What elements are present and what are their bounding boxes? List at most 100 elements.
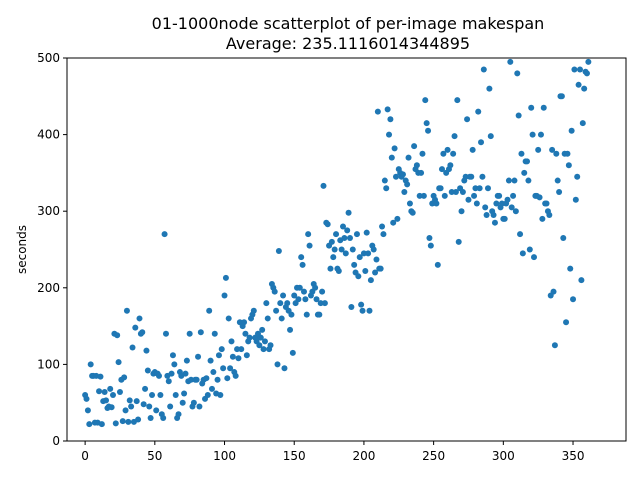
data-point-327 bbox=[537, 131, 544, 138]
data-point-329 bbox=[540, 104, 547, 111]
y-axis: 0 100 200 300 400 500 bbox=[37, 51, 67, 448]
data-point-279 bbox=[471, 192, 478, 199]
data-point-349 bbox=[568, 127, 575, 134]
data-point-192 bbox=[349, 246, 356, 253]
data-point-313 bbox=[518, 150, 525, 157]
data-point-30 bbox=[123, 307, 130, 314]
data-point-116 bbox=[243, 352, 250, 359]
data-point-121 bbox=[250, 307, 257, 314]
data-point-54 bbox=[157, 392, 164, 399]
data-point-101 bbox=[222, 274, 229, 281]
data-point-224 bbox=[394, 215, 401, 222]
data-point-149 bbox=[289, 349, 296, 356]
data-point-318 bbox=[525, 177, 532, 184]
data-point-48 bbox=[149, 392, 156, 399]
data-point-271 bbox=[459, 189, 466, 196]
data-point-153 bbox=[295, 296, 302, 303]
data-point-143 bbox=[281, 365, 288, 372]
data-point-353 bbox=[574, 173, 581, 180]
data-point-356 bbox=[578, 277, 585, 284]
data-point-233 bbox=[406, 200, 413, 207]
data-point-140 bbox=[277, 300, 284, 307]
data-point-262 bbox=[447, 162, 454, 169]
data-point-92 bbox=[210, 369, 217, 376]
data-point-295 bbox=[493, 200, 500, 207]
data-point-160 bbox=[305, 231, 312, 238]
data-point-304 bbox=[505, 177, 512, 184]
data-point-182 bbox=[335, 267, 342, 274]
data-point-99 bbox=[220, 365, 227, 372]
data-point-331 bbox=[543, 200, 550, 207]
data-point-139 bbox=[275, 248, 282, 255]
y-tick-label-4: 400 bbox=[37, 128, 60, 142]
data-point-286 bbox=[480, 66, 487, 73]
data-point-129 bbox=[261, 338, 268, 345]
data-point-127 bbox=[259, 326, 266, 333]
data-point-355 bbox=[577, 66, 583, 73]
data-point-10 bbox=[96, 388, 103, 395]
data-point-32 bbox=[126, 397, 133, 404]
x-tick-label-0: 0 bbox=[81, 449, 89, 463]
data-point-284 bbox=[478, 139, 485, 146]
data-point-97 bbox=[217, 392, 224, 399]
data-point-319 bbox=[526, 246, 533, 253]
plot-frame bbox=[66, 57, 627, 442]
data-point-238 bbox=[413, 162, 420, 169]
data-point-336 bbox=[550, 288, 557, 295]
data-point-306 bbox=[508, 204, 515, 211]
data-point-38 bbox=[135, 416, 142, 423]
data-point-180 bbox=[333, 231, 340, 238]
data-point-260 bbox=[444, 146, 451, 153]
data-point-177 bbox=[328, 238, 335, 245]
data-point-229 bbox=[401, 189, 408, 196]
data-point-170 bbox=[319, 288, 326, 295]
y-tick-label-0: 0 bbox=[52, 434, 60, 448]
data-point-301 bbox=[501, 215, 508, 222]
data-point-289 bbox=[484, 185, 491, 192]
data-point-335 bbox=[549, 146, 556, 153]
data-point-155 bbox=[298, 254, 305, 261]
data-point-333 bbox=[546, 212, 553, 219]
x-tick-label-5: 250 bbox=[422, 449, 445, 463]
data-point-195 bbox=[353, 231, 360, 238]
data-point-43 bbox=[142, 385, 149, 392]
data-point-44 bbox=[143, 347, 150, 354]
data-point-257 bbox=[440, 150, 447, 157]
data-point-343 bbox=[560, 235, 567, 242]
data-point-76 bbox=[188, 376, 195, 383]
data-point-338 bbox=[553, 150, 560, 157]
data-point-90 bbox=[207, 357, 214, 364]
data-point-242 bbox=[419, 150, 426, 157]
data-point-158 bbox=[302, 296, 309, 303]
data-point-311 bbox=[515, 112, 522, 119]
data-point-247 bbox=[426, 235, 433, 242]
data-point-148 bbox=[288, 311, 295, 318]
data-point-310 bbox=[514, 70, 521, 77]
data-point-28 bbox=[121, 374, 128, 381]
data-point-198 bbox=[358, 301, 365, 308]
data-point-189 bbox=[345, 209, 352, 216]
data-point-303 bbox=[504, 196, 511, 203]
data-point-201 bbox=[362, 267, 369, 274]
data-point-62 bbox=[168, 370, 175, 377]
data-point-223 bbox=[392, 173, 399, 180]
data-point-22 bbox=[112, 420, 119, 427]
data-point-294 bbox=[491, 219, 498, 226]
data-point-115 bbox=[242, 330, 249, 337]
data-point-187 bbox=[342, 250, 349, 257]
data-point-87 bbox=[203, 375, 210, 382]
data-point-317 bbox=[524, 158, 531, 165]
data-point-98 bbox=[218, 346, 225, 353]
data-point-89 bbox=[206, 307, 213, 314]
data-point-263 bbox=[448, 189, 455, 196]
data-point-236 bbox=[411, 143, 418, 150]
data-point-56 bbox=[160, 415, 167, 422]
data-point-202 bbox=[363, 229, 370, 236]
data-point-23 bbox=[114, 332, 121, 339]
data-point-320 bbox=[528, 104, 535, 111]
data-point-216 bbox=[383, 185, 390, 192]
data-point-29 bbox=[122, 407, 129, 414]
data-point-2 bbox=[84, 407, 91, 414]
data-point-345 bbox=[563, 319, 570, 326]
